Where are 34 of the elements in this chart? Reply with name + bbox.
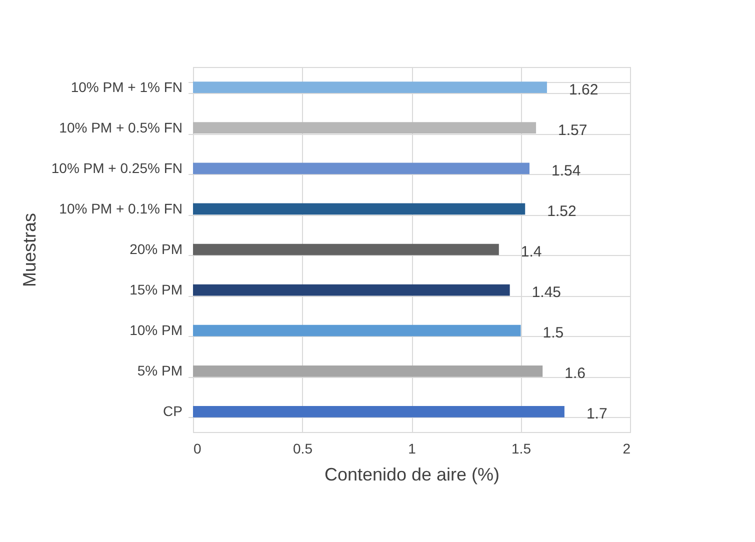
y-tick-label: 15% PM <box>130 282 182 298</box>
bar <box>193 284 510 296</box>
y-axis-title: Muestras <box>19 212 40 288</box>
data-label: 1.45 <box>532 284 562 302</box>
x-tick-label: 2 <box>622 440 631 456</box>
bar <box>193 406 564 418</box>
y-tick-label: 10% PM + 1% FN <box>70 78 182 95</box>
bar <box>193 82 547 93</box>
y-tick-label: CP <box>163 403 182 420</box>
y-tick-label: 10% PM + 0.25% FN <box>51 160 182 176</box>
data-label: 1.6 <box>564 365 586 382</box>
y-tick-label: 20% PM <box>130 241 182 257</box>
bar <box>193 122 536 134</box>
y-tick-label: 10% PM + 0.1% FN <box>59 200 182 216</box>
bar <box>193 244 499 256</box>
bar <box>193 203 526 215</box>
data-label: 1.57 <box>558 122 588 139</box>
data-label: 1.52 <box>547 202 576 220</box>
data-label: 1.5 <box>542 324 564 342</box>
bar <box>193 324 521 336</box>
bar <box>193 162 530 174</box>
x-axis-title: Contenido de aire (%) <box>324 464 500 484</box>
data-label: 1.54 <box>551 162 581 180</box>
x-tick-label: 0 <box>194 440 202 456</box>
bar <box>193 365 543 377</box>
y-tick-label: 5% PM <box>137 362 182 379</box>
x-tick-label: 1 <box>408 440 416 456</box>
data-label: 1.4 <box>520 244 542 260</box>
y-tick-label: 10% PM <box>130 322 182 338</box>
x-tick-label: 1.5 <box>512 440 532 456</box>
x-tick-label: 0.5 <box>293 440 313 456</box>
y-tick-label: 10% PM + 0.5% FN <box>59 119 182 136</box>
data-label: 1.62 <box>568 81 598 98</box>
data-label: 1.7 <box>586 406 608 423</box>
